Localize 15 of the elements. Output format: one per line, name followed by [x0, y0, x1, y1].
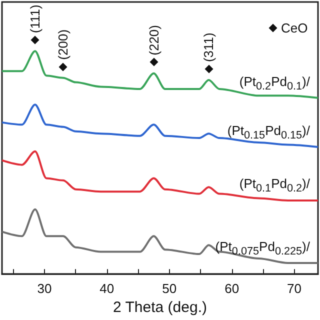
- x-tick-label: 30: [37, 281, 52, 296]
- x-tick-label: 40: [100, 281, 114, 296]
- annotation: (200): [56, 29, 71, 60]
- x-tick-label: 50: [162, 281, 177, 296]
- series-label: (Pt$_{0.15}$Pd$_{0.15}$)/: [227, 122, 310, 144]
- text: CeO: [281, 20, 308, 36]
- annotation: (220): [146, 25, 162, 56]
- annotation: (311): [201, 32, 216, 62]
- series-label: (Pt$_{0.2}$Pd$_{0.1}$)/: [239, 74, 310, 94]
- annotation: (111): [28, 4, 43, 34]
- x-axis-title: 2 Theta (deg.): [113, 299, 207, 316]
- series-label: (Pt$_{0.075}$Pd$_{0.225}$)/: [215, 238, 310, 260]
- x-tick-label: 70: [287, 281, 302, 296]
- series-label: (Pt$_{0.1}$Pd$_{0.2}$)/: [239, 176, 310, 198]
- x-tick-label: 60: [224, 281, 240, 296]
